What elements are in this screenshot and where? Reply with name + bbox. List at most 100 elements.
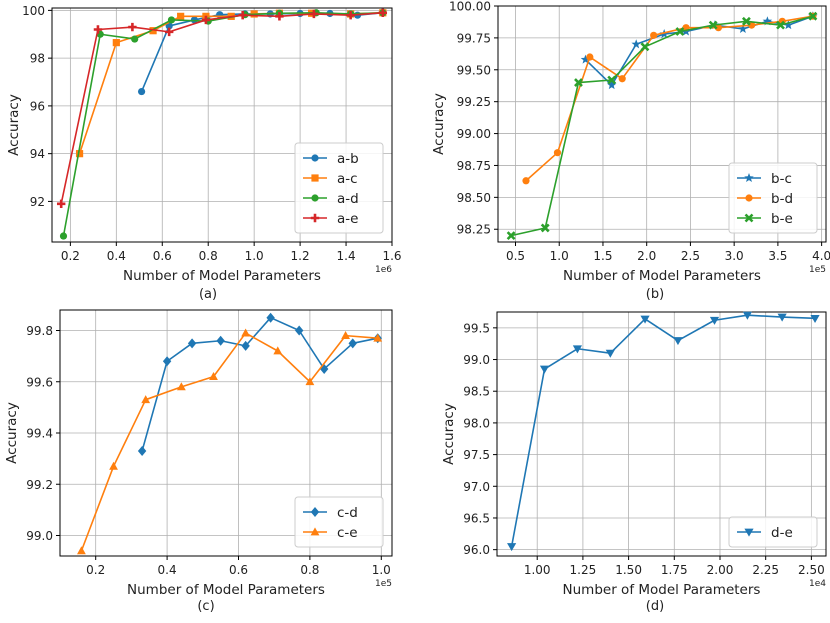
data-point-b-c bbox=[580, 54, 591, 64]
y-tick-label: 99.75 bbox=[457, 31, 491, 45]
data-point-c-e bbox=[176, 382, 186, 391]
legend-label-a-b: a-b bbox=[337, 151, 359, 167]
series-line-d-e bbox=[510, 314, 816, 547]
y-tick-label: 99.25 bbox=[457, 95, 491, 109]
x-tick-label: 1.50 bbox=[615, 563, 642, 577]
legend-box bbox=[728, 516, 818, 548]
data-point-c-d bbox=[266, 312, 275, 323]
legend-marker-a-d bbox=[311, 194, 319, 202]
x-tick-label: 4.0 bbox=[812, 249, 830, 263]
legend: d-e bbox=[728, 516, 818, 548]
y-tick-label: 96.0 bbox=[463, 543, 490, 557]
data-point-a-e bbox=[56, 199, 66, 208]
legend-marker-a-e bbox=[310, 213, 320, 223]
y-axis-label: Accuracy bbox=[431, 93, 447, 155]
data-point-a-c bbox=[149, 27, 157, 35]
legend: c-d c-e bbox=[294, 496, 384, 548]
data-point-c-d bbox=[187, 338, 197, 349]
y-tick-label: 99.0 bbox=[26, 529, 53, 543]
y-tick-label: 98.25 bbox=[457, 223, 491, 237]
y-tick-label: 98 bbox=[30, 52, 45, 66]
x-tick-label: 2.00 bbox=[707, 563, 734, 577]
data-point-b-e bbox=[540, 223, 550, 233]
plot-frame bbox=[496, 311, 827, 557]
y-tick-label: 100.00 bbox=[449, 0, 491, 14]
data-point-a-e bbox=[164, 27, 174, 37]
y-tick-label: 99.8 bbox=[26, 324, 53, 338]
data-point-b-d bbox=[650, 31, 658, 39]
chart-a: 0.2 0.4 0.6 0.8 1.0 1.2 1.4 1.6 92 94 96 98 100 1e6 Nu… bbox=[6, 4, 402, 302]
legend-marker-a-c bbox=[311, 174, 319, 182]
subfigure-caption: (b) bbox=[646, 287, 664, 302]
data-point-a-e bbox=[378, 8, 388, 17]
data-point-d-e bbox=[605, 349, 615, 358]
data-point-d-e bbox=[539, 365, 550, 374]
chart-b: 0.5 1.0 1.5 2.0 2.5 3.0 3.5 4.0 98.25 98.50 98.75 9… bbox=[431, 0, 830, 302]
x-tick-label: 0.6 bbox=[153, 249, 172, 263]
data-point-b-c bbox=[606, 80, 617, 90]
data-point-a-c bbox=[177, 12, 185, 20]
x-axis-label: Number of Model Parameters bbox=[127, 582, 325, 598]
legend-marker-c-e bbox=[310, 527, 320, 536]
x-tick-label: 1.6 bbox=[382, 249, 401, 263]
x-tick-label: 3.0 bbox=[725, 249, 744, 263]
y-tick-label: 99.5 bbox=[463, 321, 490, 335]
x-tick-label: 1.25 bbox=[570, 563, 597, 577]
data-point-c-e bbox=[209, 372, 218, 381]
series-line-a-e bbox=[60, 11, 383, 204]
series-line-a-c bbox=[78, 11, 383, 154]
legend: b-c b-d b-e bbox=[728, 162, 818, 234]
data-point-a-c bbox=[112, 39, 120, 47]
data-point-a-b bbox=[137, 87, 146, 96]
x-scale-exponent: 1e5 bbox=[809, 265, 826, 275]
data-point-a-e bbox=[309, 9, 319, 19]
x-tick-label: 0.6 bbox=[229, 563, 248, 577]
data-point-a-d bbox=[167, 16, 176, 24]
x-scale-exponent: 1e5 bbox=[375, 579, 392, 589]
plot-frame bbox=[51, 7, 393, 243]
data-point-b-e bbox=[506, 231, 516, 241]
data-point-c-d bbox=[162, 356, 172, 367]
data-point-b-e bbox=[776, 20, 785, 30]
y-tick-label: 94 bbox=[30, 147, 45, 161]
data-point-a-e bbox=[346, 10, 355, 20]
legend: a-b a-c a-d a-e bbox=[294, 142, 384, 234]
data-point-b-d bbox=[553, 149, 562, 157]
data-point-a-e bbox=[275, 12, 284, 21]
y-tick-label: 96 bbox=[30, 99, 45, 113]
x-axis-label: Number of Model Parameters bbox=[563, 268, 761, 284]
legend-marker-b-c bbox=[744, 173, 754, 183]
legend-label-c-d: c-d bbox=[337, 505, 358, 521]
x-tick-label: 0.2 bbox=[86, 563, 105, 577]
y-tick-label: 99.6 bbox=[26, 375, 53, 389]
x-tick-label: 0.5 bbox=[506, 249, 525, 263]
series-line-c-d bbox=[141, 316, 378, 452]
series-line-b-e bbox=[510, 15, 814, 237]
legend-label-b-e: b-e bbox=[771, 211, 793, 227]
data-point-b-e bbox=[741, 16, 751, 26]
data-point-c-d bbox=[348, 338, 357, 349]
y-tick-label: 98.5 bbox=[463, 385, 490, 399]
data-point-b-d bbox=[618, 75, 626, 83]
data-point-d-e bbox=[810, 314, 820, 323]
data-point-c-d bbox=[241, 340, 250, 351]
x-tick-label: 0.4 bbox=[107, 249, 126, 263]
data-point-c-e bbox=[141, 395, 151, 404]
data-point-b-c bbox=[738, 23, 748, 34]
data-point-b-e bbox=[675, 27, 685, 36]
subfigure-caption: (c) bbox=[197, 599, 214, 614]
y-tick-label: 99.0 bbox=[463, 353, 490, 367]
legend-box bbox=[294, 142, 384, 234]
data-point-a-e bbox=[128, 22, 137, 32]
data-point-b-d bbox=[586, 53, 594, 61]
x-tick-label: 0.8 bbox=[300, 563, 319, 577]
data-point-b-e bbox=[640, 42, 650, 52]
x-tick-label: 0.8 bbox=[199, 249, 218, 263]
data-point-b-e bbox=[808, 11, 818, 21]
data-point-c-d bbox=[216, 335, 225, 346]
series-group bbox=[56, 8, 388, 240]
x-tick-label: 1.0 bbox=[372, 563, 391, 577]
data-point-c-e bbox=[109, 461, 118, 470]
x-scale-exponent: 1e6 bbox=[375, 265, 392, 275]
data-point-d-e bbox=[507, 543, 517, 552]
